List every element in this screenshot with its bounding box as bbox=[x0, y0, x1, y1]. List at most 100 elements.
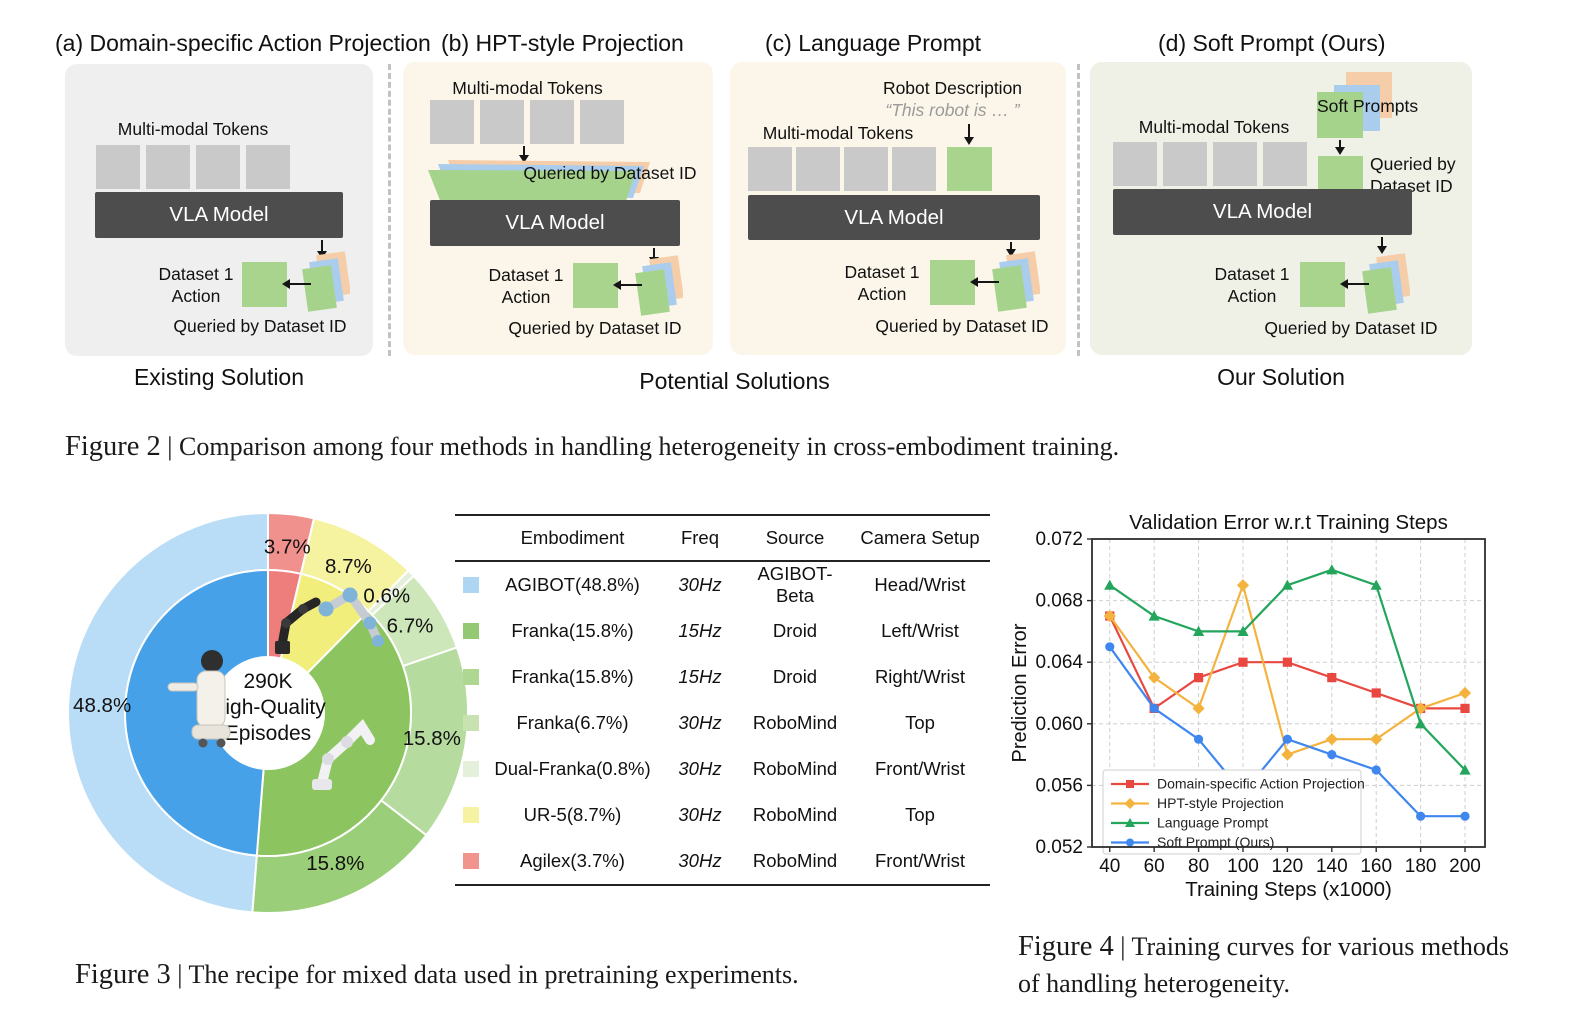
embodiment-color-swatch bbox=[463, 852, 479, 869]
table-body: AGIBOT(48.8%) 30Hz AGIBOT-Beta Head/Wrist Fr… bbox=[455, 562, 990, 884]
token bbox=[1263, 142, 1307, 186]
vla-model-block: VLA Model bbox=[1113, 189, 1412, 235]
header-source: Source bbox=[765, 527, 825, 548]
table-row: UR-5(8.7%) 30Hz RoboMind Top bbox=[455, 792, 990, 838]
dataset-action-line2: Action bbox=[171, 285, 221, 306]
y-axis-label: Prediction Error bbox=[1010, 623, 1031, 762]
data-point-marker bbox=[1370, 579, 1382, 590]
source-cell: RoboMind bbox=[752, 711, 838, 733]
camera-cell: Head/Wrist bbox=[874, 573, 966, 595]
panel-d-title: (d) Soft Prompt (Ours) bbox=[1158, 30, 1386, 56]
dataset-action-label: Dataset 1 Action bbox=[838, 262, 926, 306]
queried-label: Queried by Dataset ID bbox=[875, 316, 1049, 336]
source-cell: RoboMind bbox=[752, 757, 838, 779]
embodiment-color-swatch bbox=[463, 668, 479, 685]
freq-cell: 30Hz bbox=[678, 711, 722, 733]
embodiment-cell: Franka(6.7%) bbox=[516, 711, 629, 733]
x-tick-label: 180 bbox=[1405, 856, 1437, 877]
freq-cell: 30Hz bbox=[678, 803, 722, 825]
source-cell: Droid bbox=[772, 619, 818, 641]
dataset-action-square bbox=[242, 262, 287, 307]
data-point-marker bbox=[1458, 686, 1472, 700]
source-cell: Droid bbox=[772, 665, 818, 687]
panel-c-title: (c) Language Prompt bbox=[765, 30, 982, 56]
dataset-action-square bbox=[1300, 262, 1345, 307]
figure4-caption-label: Figure 4 bbox=[1018, 931, 1114, 962]
x-tick-label: 140 bbox=[1316, 856, 1348, 877]
table-row: Franka(6.7%) 30Hz RoboMind Top bbox=[455, 700, 990, 746]
table-top-rule bbox=[455, 514, 990, 516]
x-tick-label: 80 bbox=[1188, 856, 1209, 877]
vla-model-block: VLA Model bbox=[748, 195, 1040, 240]
card-stack-icon bbox=[302, 251, 350, 312]
data-point-marker bbox=[1460, 811, 1470, 821]
data-point-marker bbox=[1238, 657, 1248, 667]
x-tick-label: 60 bbox=[1144, 856, 1165, 877]
figure2-caption-label: Figure 2 bbox=[65, 431, 161, 462]
token bbox=[1163, 142, 1207, 186]
camera-cell: Right/Wrist bbox=[874, 665, 966, 687]
dataset-action-line1: Dataset 1 bbox=[158, 264, 234, 284]
token-row bbox=[1113, 142, 1307, 186]
data-point-marker bbox=[1459, 764, 1471, 775]
x-tick-label: 160 bbox=[1360, 856, 1392, 877]
dataset-action-label: Dataset 1 Action bbox=[483, 265, 569, 309]
data-point-marker bbox=[1105, 642, 1115, 652]
legend-box bbox=[1102, 769, 1362, 855]
camera-cell: Front/Wrist bbox=[874, 757, 966, 779]
embodiment-cell: Franka(15.8%) bbox=[511, 665, 634, 687]
chart-title: Validation Error w.r.t Training Steps bbox=[1129, 512, 1448, 534]
embodiment-cell: UR-5(8.7%) bbox=[523, 803, 622, 825]
figure4-caption-separator: | bbox=[1120, 932, 1126, 961]
arrow-down-icon bbox=[321, 240, 324, 252]
data-point-marker bbox=[1193, 734, 1204, 744]
arrow-left-icon bbox=[620, 284, 642, 287]
embodiment-color-swatch bbox=[463, 576, 479, 593]
dataset-action-line2: Action bbox=[1227, 285, 1277, 306]
header-camera: Camera Setup bbox=[860, 527, 980, 548]
donut-center-label: 290K High-Quality Episodes bbox=[210, 670, 326, 745]
token bbox=[796, 147, 840, 191]
y-tick-label: 0.072 bbox=[1035, 529, 1083, 550]
queried-label: Queried by Dataset ID bbox=[1264, 318, 1438, 338]
existing-solution-label: Existing Solution bbox=[133, 364, 305, 390]
arrow-down-icon bbox=[1381, 237, 1384, 247]
data-point-marker bbox=[1371, 765, 1381, 775]
soft-prompts-label: Soft Prompts bbox=[1317, 96, 1419, 116]
dataset-action-line1: Dataset 1 bbox=[488, 265, 564, 285]
data-point-marker bbox=[1104, 579, 1116, 590]
prompt-token-square bbox=[947, 147, 992, 191]
figure3-caption-separator: | bbox=[177, 960, 183, 989]
token bbox=[196, 145, 240, 189]
arrow-left-icon bbox=[289, 283, 311, 286]
panel-b: Multi-modal Tokens Queried by Dataset ID… bbox=[403, 62, 713, 355]
donut-segment-percentage: 48.8% bbox=[73, 694, 131, 717]
figure4-caption-text: Training curves for various methods of h… bbox=[1018, 932, 1509, 999]
vla-model-block: VLA Model bbox=[430, 200, 680, 246]
data-point-marker bbox=[1414, 702, 1427, 715]
token bbox=[480, 100, 524, 144]
dataset-action-label: Dataset 1 Action bbox=[1208, 264, 1296, 308]
token bbox=[96, 145, 140, 189]
data-point-marker bbox=[1192, 702, 1205, 715]
donut-segment-percentage: 6.7% bbox=[387, 614, 434, 637]
token bbox=[1213, 142, 1257, 186]
data-point-marker bbox=[1126, 780, 1134, 788]
source-cell: RoboMind bbox=[752, 849, 838, 871]
table-row: AGIBOT(48.8%) 30Hz AGIBOT-Beta Head/Wrist bbox=[455, 562, 990, 608]
data-point-marker bbox=[1326, 564, 1338, 575]
token bbox=[430, 100, 474, 144]
tokens-label: Multi-modal Tokens bbox=[452, 78, 603, 98]
table-header-rule bbox=[455, 560, 990, 562]
freq-cell: 15Hz bbox=[678, 619, 722, 641]
embodiment-color-swatch bbox=[463, 806, 479, 823]
card-stack-icon bbox=[1362, 253, 1410, 314]
x-tick-label: 100 bbox=[1227, 856, 1259, 877]
tokens-label: Multi-modal Tokens bbox=[762, 123, 914, 143]
robot-description-label: Robot Description bbox=[882, 78, 1023, 98]
header-embodiment: Embodiment bbox=[520, 527, 625, 548]
data-point-marker bbox=[1237, 625, 1249, 636]
data-point-marker bbox=[1327, 673, 1337, 683]
table-bottom-rule bbox=[455, 883, 990, 886]
